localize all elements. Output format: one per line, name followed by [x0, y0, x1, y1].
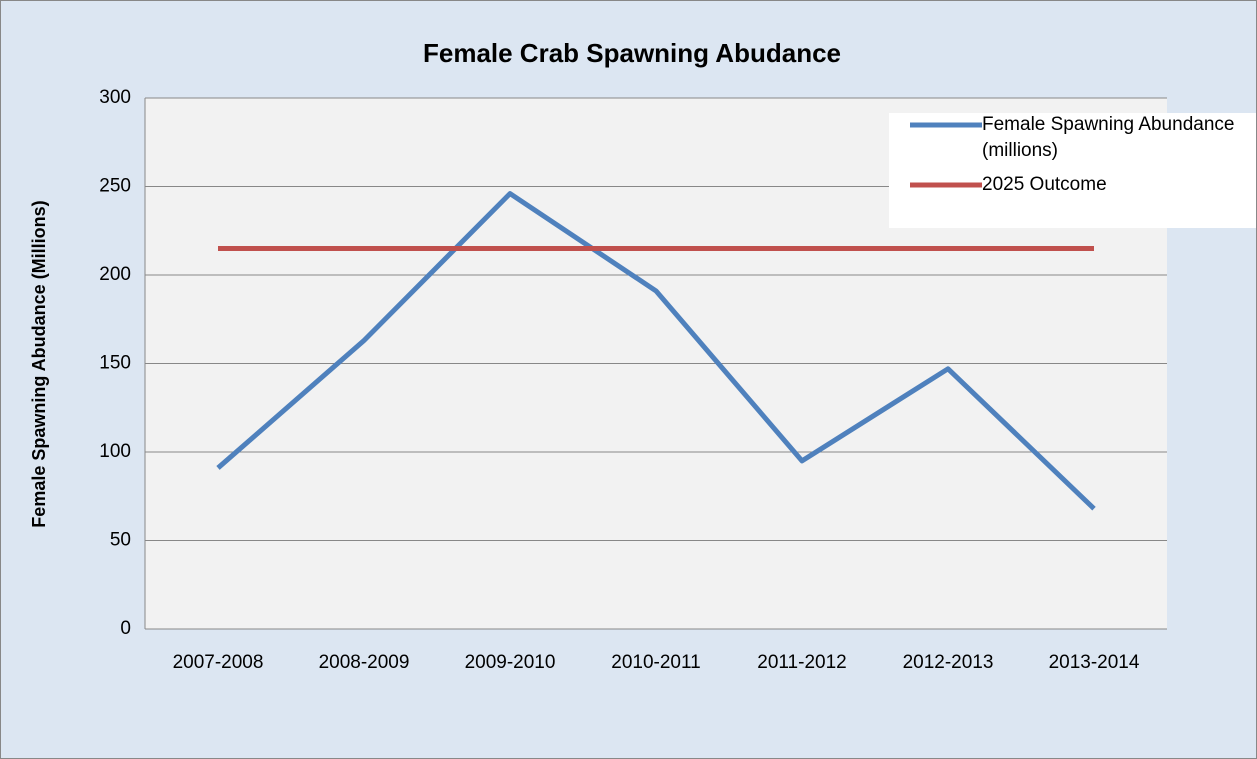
y-tick-label: 300: [99, 87, 131, 108]
legend-label: 2025 Outcome: [982, 174, 1107, 195]
x-tick-label: 2013-2014: [1049, 652, 1140, 673]
x-tick-label: 2007-2008: [173, 652, 264, 673]
x-tick-label: 2008-2009: [319, 652, 410, 673]
y-tick-label: 50: [110, 530, 131, 551]
data-line: [216, 191, 1096, 511]
legend-label: Female Spawning Abundance (millions): [982, 114, 1235, 161]
y-tick-label: 0: [120, 618, 131, 639]
x-tick-label: 2010-2011: [611, 652, 700, 673]
legend-entry-box: Female Spawning Abundance (millions): [982, 114, 1235, 161]
y-tick-label: 250: [99, 176, 131, 197]
y-tick-label: 100: [99, 441, 131, 462]
y-tick-label: 200: [99, 264, 131, 285]
legend-entry-box: 2025 Outcome: [982, 174, 1107, 195]
y-axis-title: Female Spawning Abudance (Millions): [29, 200, 49, 527]
legend-box: [889, 113, 1256, 228]
chart-title: Female Crab Spawning Abudance: [423, 38, 841, 68]
x-tick-label: 2012-2013: [903, 652, 994, 673]
x-tick-label: 2009-2010: [465, 652, 556, 673]
y-tick-label: 150: [99, 353, 131, 374]
x-tick-label: 2011-2012: [757, 652, 846, 673]
